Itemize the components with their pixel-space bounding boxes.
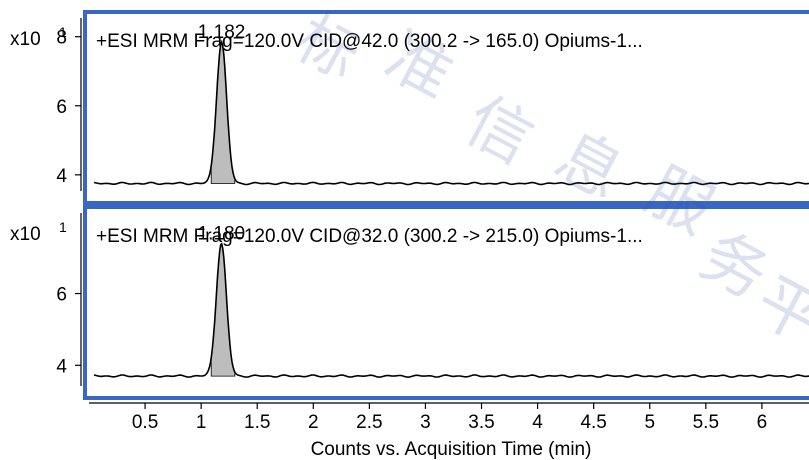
x-tick-label: 6 <box>757 412 768 433</box>
y-tick-label: 4 <box>56 356 67 377</box>
y-tick-label: 8 <box>56 28 67 49</box>
panel-2-y-axis: 46 <box>56 213 82 386</box>
x-tick-label: 5 <box>644 412 655 433</box>
x-axis: 0.5 1 1.5 2 2.5 3 3.5 4 4.5 5 5.5 6 <box>89 402 809 433</box>
x-tick-label: 3.5 <box>468 412 494 433</box>
x-tick-label: 2.5 <box>356 412 382 433</box>
x-axis-title: Counts vs. Acquisition Time (min) <box>311 439 592 460</box>
panel-2-scale-label: x10 <box>10 224 41 245</box>
x-tick-label: 2 <box>308 412 319 433</box>
y-tick-label: 4 <box>56 166 67 187</box>
panel-1-title: +ESI MRM Frag=120.0V CID@42.0 (300.2 -> … <box>96 31 643 52</box>
panel-1-trace <box>93 39 809 186</box>
x-tick-label: 0.5 <box>132 412 158 433</box>
panel-1-scale-label: x10 <box>10 29 41 50</box>
x-tick-label: 4.5 <box>580 412 606 433</box>
x-tick-label: 1 <box>196 412 207 433</box>
panel-1: x10 1 +ESI MRM Frag=120.0V CID@42.0 (300… <box>10 10 809 205</box>
panel-2-frame <box>83 205 809 400</box>
x-tick-label: 1.5 <box>244 412 270 433</box>
panel-2-peak-label: 1.180 <box>198 223 246 244</box>
x-tick-label: 5.5 <box>693 412 719 433</box>
panel-2-trace <box>93 242 809 378</box>
panel-2-scale-exponent: 1 <box>59 219 67 235</box>
panel-1-y-axis: 4 6 8 <box>56 18 82 191</box>
panel-2: x10 1 +ESI MRM Frag=120.0V CID@32.0 (300… <box>10 205 809 400</box>
x-tick-label: 4 <box>532 412 543 433</box>
y-tick-label: 6 <box>56 97 67 118</box>
panel-2-title: +ESI MRM Frag=120.0V CID@32.0 (300.2 -> … <box>96 226 643 247</box>
panel-1-frame <box>83 10 809 205</box>
y-tick-label: 6 <box>56 285 67 306</box>
panel-1-scale-exponent: 1 <box>59 24 67 40</box>
x-tick-label: 3 <box>420 412 431 433</box>
panel-1-peak-label: 1.182 <box>198 22 246 43</box>
